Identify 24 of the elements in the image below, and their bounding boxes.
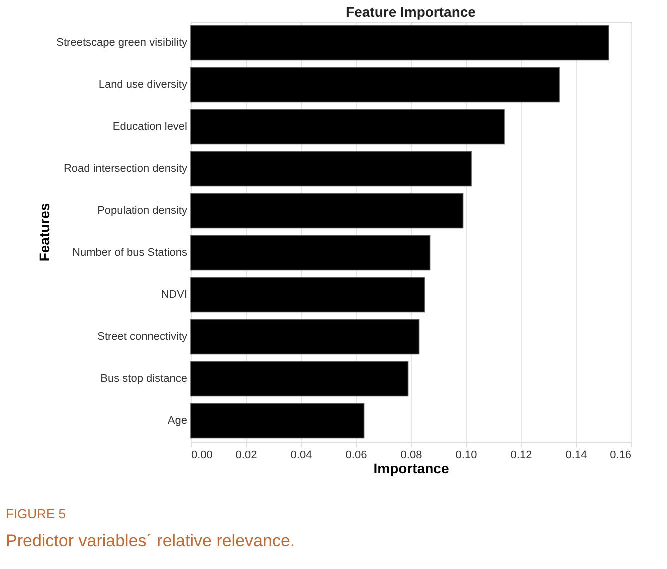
y-tick-label: Population density [98, 205, 188, 217]
y-tick-label: Education level [112, 121, 188, 133]
x-tick-label: 0.12 [510, 450, 532, 462]
x-tick-label: 0.02 [236, 450, 258, 462]
caption: FIGURE 5 [6, 506, 66, 522]
x-tick-label: 0.06 [346, 450, 368, 462]
x-tick-label: 0.10 [456, 450, 478, 462]
y-tick-label: NDVI [161, 289, 188, 301]
y-tick-label: Bus stop distance [100, 373, 188, 385]
x-axis-title: Importance [374, 460, 450, 476]
x-tick-label: 0.08 [400, 450, 422, 462]
y-tick-label: Street connectivity [98, 331, 188, 343]
y-tick-label: Land use diversity [98, 79, 188, 91]
y-axis-title: Features [36, 203, 53, 262]
y-tick-label: Age [168, 415, 188, 427]
x-tick-label: 0.14 [566, 450, 588, 462]
x-tick-label: 0.16 [610, 450, 632, 462]
chart-title: Feature Importance [346, 4, 476, 20]
y-tick-label: Number of bus Stations [72, 247, 188, 259]
y-tick-label: Streetscape green visibility [56, 37, 188, 49]
x-tick-label: 0.00 [192, 450, 213, 462]
x-tick-label: 0.04 [290, 450, 312, 462]
y-tick-label: Road intersection density [64, 163, 188, 175]
text: Predictor variables´ relative relevance. [6, 532, 296, 550]
